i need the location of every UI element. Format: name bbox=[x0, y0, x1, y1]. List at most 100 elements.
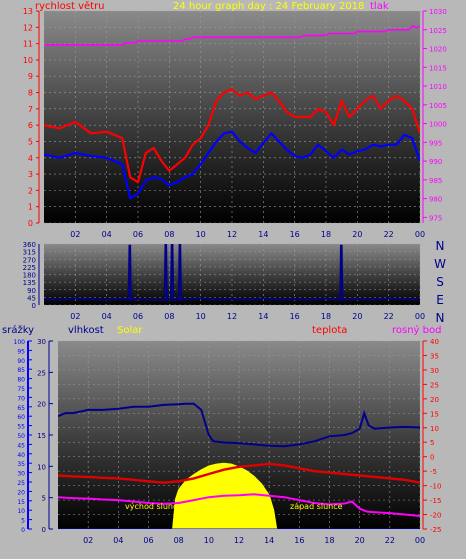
rain-tick-label-65: 65 bbox=[17, 405, 25, 412]
wind-gust-line bbox=[44, 88, 420, 184]
temperature-tick-label-25: 25 bbox=[430, 381, 439, 389]
x-tick-label-18: 18 bbox=[321, 230, 331, 239]
temperature-label: teplota bbox=[312, 325, 347, 336]
rain-tick-label-55: 55 bbox=[17, 424, 25, 431]
temperature-tick-label-15: 15 bbox=[430, 410, 439, 418]
x-tick-label-22: 22 bbox=[385, 536, 395, 545]
humidity-label: vlhkost bbox=[68, 325, 104, 336]
direction-series bbox=[44, 244, 420, 302]
pressure-tick-label-1030: 1030 bbox=[429, 8, 447, 16]
x-tick-label-06: 06 bbox=[133, 230, 143, 239]
x-tick-label-10: 10 bbox=[204, 536, 214, 545]
wind-tick-label-4: 4 bbox=[28, 154, 33, 163]
x-tick-label-00: 00 bbox=[415, 312, 425, 321]
x-tick-label-20: 20 bbox=[352, 312, 362, 321]
rain-tick-label-25: 25 bbox=[17, 480, 25, 487]
temp-x-axis: 02 04 06 08 10 12 14 16 18 20 22 00 bbox=[83, 536, 425, 545]
pressure-line bbox=[44, 25, 420, 46]
direction-grid bbox=[44, 243, 421, 306]
sunset-label: západ slunce bbox=[290, 502, 343, 511]
direction-tick-label-270: 270 bbox=[23, 256, 36, 264]
rain-tick-label-30: 30 bbox=[17, 471, 25, 478]
rain-tick-label-5: 5 bbox=[21, 518, 25, 525]
rain-tick-label-75: 75 bbox=[17, 386, 25, 393]
x-tick-label-02: 02 bbox=[70, 312, 80, 321]
pressure-tick-label-1025: 1025 bbox=[429, 27, 447, 35]
wind-x-axis: 02 04 06 08 10 12 14 16 18 20 22 00 bbox=[70, 230, 425, 239]
rain-tick-label-70: 70 bbox=[17, 395, 25, 402]
pressure-tick-label-990: 990 bbox=[429, 158, 442, 166]
rain-tick-label-45: 45 bbox=[17, 442, 25, 449]
rain-tick-label-35: 35 bbox=[17, 461, 25, 468]
rain-tick-label-85: 85 bbox=[17, 367, 25, 374]
x-tick-label-12: 12 bbox=[227, 312, 237, 321]
sunrise-label: východ slunce bbox=[125, 502, 182, 511]
humidity-tick-label-0: 0 bbox=[42, 526, 46, 534]
compass-e: E bbox=[436, 293, 444, 307]
rain-tick-label-90: 90 bbox=[17, 358, 25, 365]
rain-tick-label-0: 0 bbox=[21, 527, 25, 534]
wind-tick-label-2: 2 bbox=[28, 186, 33, 195]
x-tick-label-14: 14 bbox=[258, 312, 268, 321]
wind-series bbox=[44, 25, 420, 200]
direction-tick-label-90: 90 bbox=[27, 287, 36, 295]
x-tick-label-04: 04 bbox=[102, 230, 112, 239]
x-tick-label-04: 04 bbox=[113, 536, 123, 545]
humidity-line bbox=[58, 402, 420, 448]
temperature-tick-label--20: -20 bbox=[430, 512, 441, 520]
x-tick-label-22: 22 bbox=[384, 230, 394, 239]
rain-tick-label-95: 95 bbox=[17, 348, 25, 355]
direction-line bbox=[44, 244, 420, 302]
x-tick-label-16: 16 bbox=[290, 312, 300, 321]
x-tick-label-08: 08 bbox=[174, 536, 184, 545]
x-tick-label-14: 14 bbox=[258, 230, 268, 239]
x-tick-label-04: 04 bbox=[102, 312, 112, 321]
temperature-tick-label-30: 30 bbox=[430, 367, 439, 375]
x-tick-label-02: 02 bbox=[83, 536, 93, 545]
temp-series bbox=[58, 402, 420, 529]
direction-tick-label-45: 45 bbox=[27, 294, 36, 302]
humidity-tick-label-25: 25 bbox=[37, 369, 46, 377]
wind-tick-label-11: 11 bbox=[23, 40, 33, 49]
wind-tick-label-7: 7 bbox=[28, 105, 33, 114]
rain-tick-label-20: 20 bbox=[17, 489, 25, 496]
temperature-tick-label-5: 5 bbox=[430, 439, 434, 447]
rain-tick-label-50: 50 bbox=[17, 433, 25, 440]
humidity-tick-label-20: 20 bbox=[37, 401, 46, 409]
rain-tick-label-100: 100 bbox=[14, 339, 26, 346]
rain-tick-label-15: 15 bbox=[17, 499, 25, 506]
pressure-tick-label-1000: 1000 bbox=[429, 121, 447, 129]
humidity-tick-label-15: 15 bbox=[37, 432, 46, 440]
temperature-tick-label-40: 40 bbox=[430, 338, 439, 346]
humidity-tick-label-10: 10 bbox=[37, 463, 46, 471]
temperature-tick-label--15: -15 bbox=[430, 497, 441, 505]
compass-w: W bbox=[434, 257, 446, 271]
pressure-y-axis: 975 980 985 990 995 1000 1005 1010 1015 1020 1025 1… bbox=[422, 8, 447, 223]
pressure-tick-label-1015: 1015 bbox=[429, 64, 447, 72]
x-tick-label-16: 16 bbox=[294, 536, 304, 545]
wind-tick-label-0: 0 bbox=[28, 219, 33, 228]
x-tick-label-02: 02 bbox=[70, 230, 80, 239]
temperature-tick-label--10: -10 bbox=[430, 483, 441, 491]
pressure-tick-label-1010: 1010 bbox=[429, 83, 447, 91]
x-tick-label-08: 08 bbox=[164, 230, 174, 239]
rain-label: srážky bbox=[2, 324, 34, 336]
wind-tick-label-1: 1 bbox=[28, 203, 33, 212]
humidity-tick-label-5: 5 bbox=[42, 495, 46, 503]
pressure-tick-label-975: 975 bbox=[429, 214, 442, 222]
chart-title: 24 hour graph day : 24 February 2018 bbox=[173, 1, 364, 12]
direction-tick-label-180: 180 bbox=[23, 272, 36, 280]
dewpoint-label: rosný bod bbox=[392, 324, 441, 336]
x-tick-label-06: 06 bbox=[133, 312, 143, 321]
x-tick-label-12: 12 bbox=[227, 230, 237, 239]
direction-tick-label-360: 360 bbox=[23, 241, 36, 249]
x-tick-label-06: 06 bbox=[143, 536, 153, 545]
direction-tick-label-0: 0 bbox=[32, 302, 36, 310]
wind-tick-label-12: 12 bbox=[23, 23, 33, 32]
direction-tick-label-225: 225 bbox=[23, 264, 36, 272]
x-tick-label-14: 14 bbox=[264, 536, 274, 545]
pressure-tick-label-1005: 1005 bbox=[429, 102, 447, 110]
